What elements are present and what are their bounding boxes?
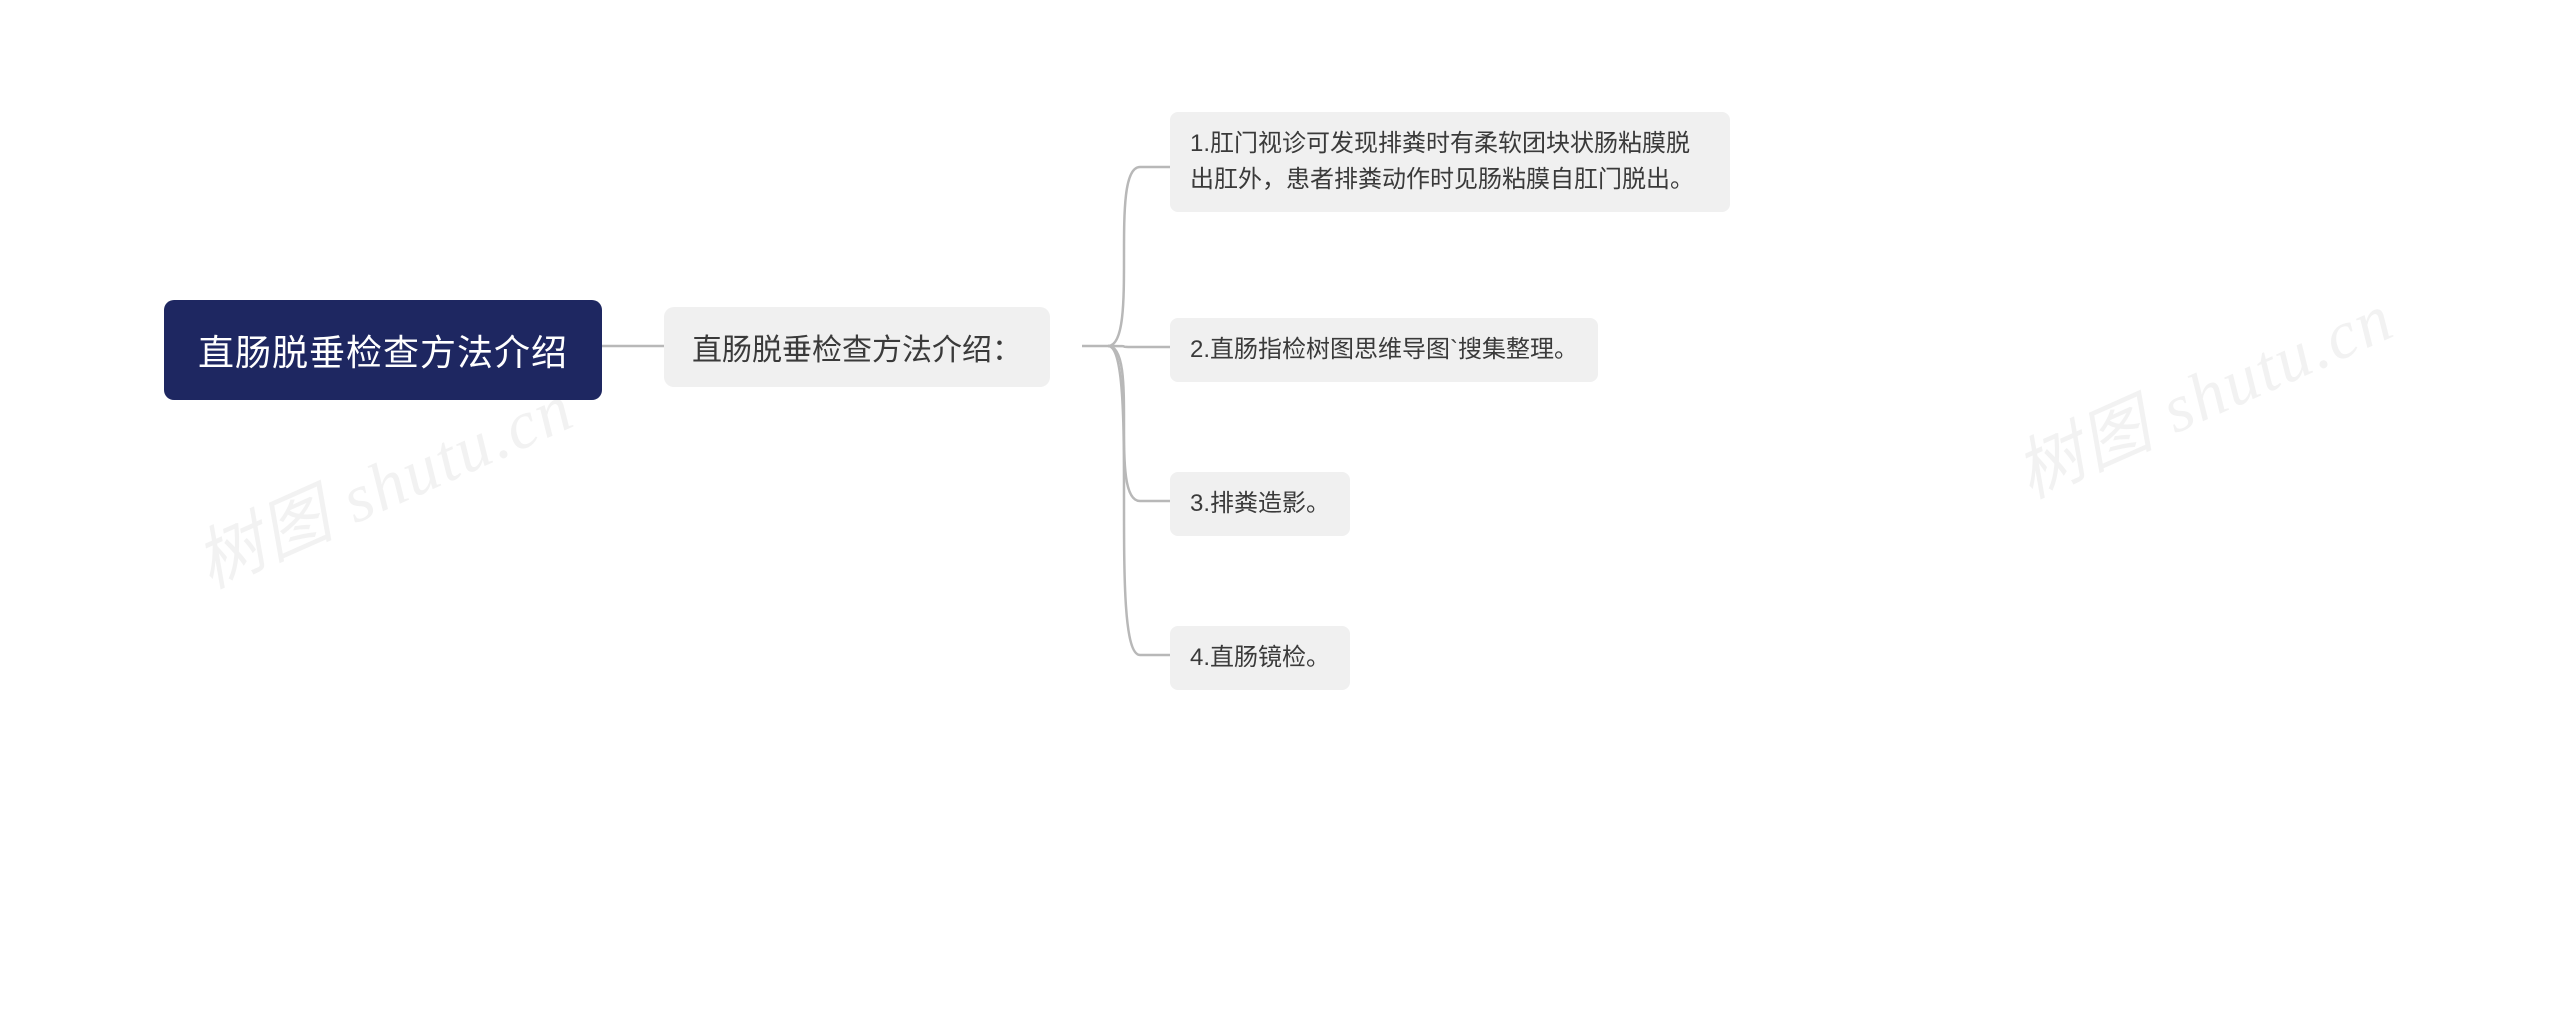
root-node[interactable]: 直肠脱垂检查方法介绍	[164, 300, 602, 400]
leaf-label: 3.排粪造影。	[1190, 486, 1330, 522]
branch-label: 直肠脱垂检查方法介绍：	[692, 325, 1022, 369]
edge-branch-leaf-4	[1108, 346, 1170, 655]
leaf-node-4[interactable]: 4.直肠镜检。	[1170, 626, 1350, 690]
edge-branch-leaf-1	[1108, 167, 1170, 346]
edge-branch-leaf-3	[1108, 346, 1170, 501]
leaf-label: 1.肛门视诊可发现排粪时有柔软团块状肠粘膜脱出肛外，患者排粪动作时见肠粘膜自肛门…	[1190, 126, 1710, 198]
branch-node[interactable]: 直肠脱垂检查方法介绍：	[664, 307, 1050, 387]
leaf-label: 4.直肠镜检。	[1190, 640, 1330, 676]
leaf-node-3[interactable]: 3.排粪造影。	[1170, 472, 1350, 536]
root-label: 直肠脱垂检查方法介绍	[198, 324, 568, 376]
mindmap-canvas: 树图 shutu.cn 树图 shutu.cn 直肠脱垂检查方法介绍 直肠脱垂检…	[0, 0, 2560, 1012]
leaf-label: 2.直肠指检树图思维导图`搜集整理。	[1190, 332, 1578, 368]
watermark-2: 树图 shutu.cn	[1997, 262, 2406, 517]
leaf-node-2[interactable]: 2.直肠指检树图思维导图`搜集整理。	[1170, 318, 1598, 382]
leaf-node-1[interactable]: 1.肛门视诊可发现排粪时有柔软团块状肠粘膜脱出肛外，患者排粪动作时见肠粘膜自肛门…	[1170, 112, 1730, 212]
edge-branch-leaf-2	[1108, 346, 1170, 347]
